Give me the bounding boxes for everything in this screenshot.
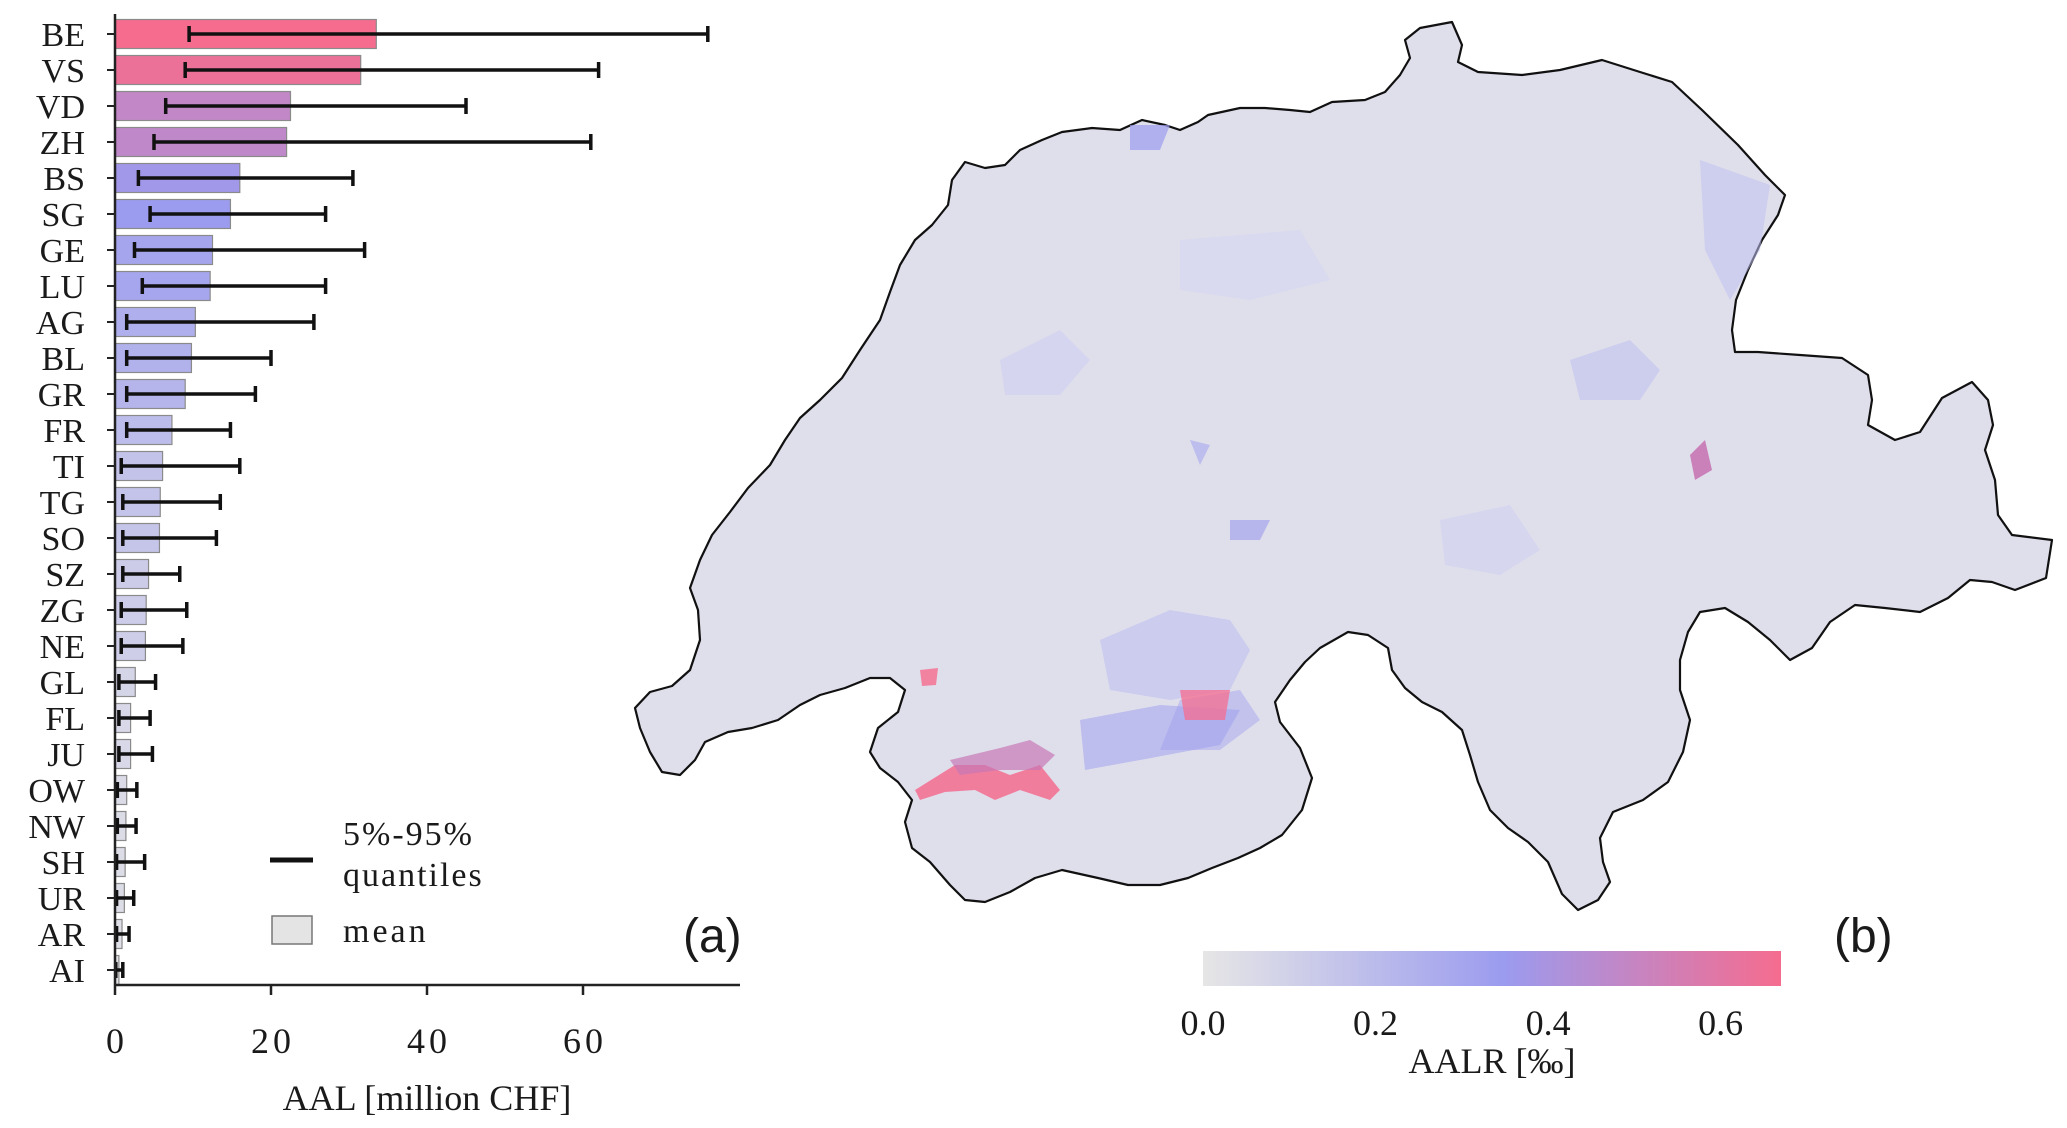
region-shade: [1100, 610, 1250, 700]
map: [633, 20, 2054, 912]
colorbar-tick-label-0: 0.0: [1181, 1003, 1226, 1043]
y-tick-label-ow: OW: [28, 773, 86, 810]
y-tick-label-ar: AR: [38, 917, 86, 954]
colorbar-tick-label-2: 0.4: [1526, 1003, 1571, 1043]
legend-mean-label: mean: [343, 913, 429, 950]
region-shade: [1180, 690, 1230, 720]
colorbar-tick-label-1: 0.2: [1353, 1003, 1398, 1043]
x-tick-label-20: 20: [251, 1021, 295, 1061]
region-shade: [1440, 505, 1540, 575]
region-shade: [1570, 340, 1660, 400]
y-tick-label-tg: TG: [40, 485, 85, 522]
y-tick-label-ne: NE: [40, 629, 85, 666]
legend-errorbar-label-line2: quantiles: [343, 857, 484, 894]
region-shade: [1180, 230, 1330, 300]
panel-label-a: (a): [683, 910, 742, 963]
region-shade: [1080, 705, 1240, 770]
region-shade: [920, 668, 938, 686]
y-tick-label-gr: GR: [38, 377, 86, 414]
y-tick-label-ur: UR: [38, 881, 86, 918]
y-tick-label-ag: AG: [36, 305, 85, 342]
y-tick-label-nw: NW: [28, 809, 86, 846]
y-tick-label-zh: ZH: [40, 125, 85, 162]
region-shade: [1000, 330, 1090, 395]
y-tick-label-ti: TI: [53, 449, 85, 486]
y-tick-label-ai: AI: [49, 953, 85, 990]
colorbar-ticks: 0.0 0.2 0.4 0.6: [1181, 1003, 1744, 1043]
y-tick-label-sh: SH: [42, 845, 85, 882]
y-tick-label-be: BE: [42, 17, 85, 54]
y-tick-label-fr: FR: [43, 413, 85, 450]
y-tick-label-lu: LU: [40, 269, 85, 306]
legend: 5%-95% quantiles mean: [270, 816, 484, 950]
colorbar-label: AALR [‰]: [1409, 1041, 1576, 1081]
y-tick-label-sg: SG: [42, 197, 85, 234]
x-ticks: 0 20 40 60: [106, 985, 607, 1061]
panel-label-b: (b): [1834, 910, 1893, 963]
y-tick-label-vd: VD: [36, 89, 85, 126]
colorbar-tick-label-3: 0.6: [1698, 1003, 1743, 1043]
region-shade: [1190, 440, 1210, 465]
y-tick-label-so: SO: [42, 521, 85, 558]
colorbar: 0.0 0.2 0.4 0.6 AALR [‰]: [1181, 951, 1781, 1081]
y-tick-label-ju: JU: [47, 737, 85, 774]
y-tick-label-bs: BS: [43, 161, 85, 198]
y-tick-label-zg: ZG: [40, 593, 85, 630]
y-tick-label-gl: GL: [40, 665, 85, 702]
panel-a: BEVSVDZHBSSGGELUAGBLGRFRTITGSOSZZGNEGLFL…: [28, 14, 742, 1118]
x-tick-label-40: 40: [407, 1021, 451, 1061]
region-shade: [1690, 440, 1712, 480]
y-tick-labels: BEVSVDZHBSSGGELUAGBLGRFRTITGSOSZZGNEGLFL…: [28, 17, 115, 990]
y-tick-label-bl: BL: [42, 341, 85, 378]
legend-errorbar-label-line1: 5%-95%: [343, 816, 474, 853]
legend-mean-swatch: [271, 915, 313, 945]
region-shade: [950, 740, 1055, 775]
y-tick-label-sz: SZ: [45, 557, 85, 594]
region-shade: [1130, 125, 1170, 150]
panel-b: 0.0 0.2 0.4 0.6 AALR [‰] (b): [633, 20, 2054, 1081]
y-tick-label-fl: FL: [45, 701, 85, 738]
errorbars-layer: [114, 26, 710, 978]
y-tick-label-vs: VS: [42, 53, 85, 90]
region-shade: [1700, 160, 1770, 300]
y-tick-label-ge: GE: [40, 233, 85, 270]
x-tick-label-60: 60: [563, 1021, 607, 1061]
x-tick-label-0: 0: [106, 1021, 128, 1061]
switzerland-outline: [633, 20, 2054, 912]
region-shade: [1230, 520, 1270, 540]
colorbar-gradient: [1203, 951, 1781, 986]
region-shade: [915, 765, 1060, 800]
x-axis-label: AAL [million CHF]: [283, 1078, 572, 1118]
